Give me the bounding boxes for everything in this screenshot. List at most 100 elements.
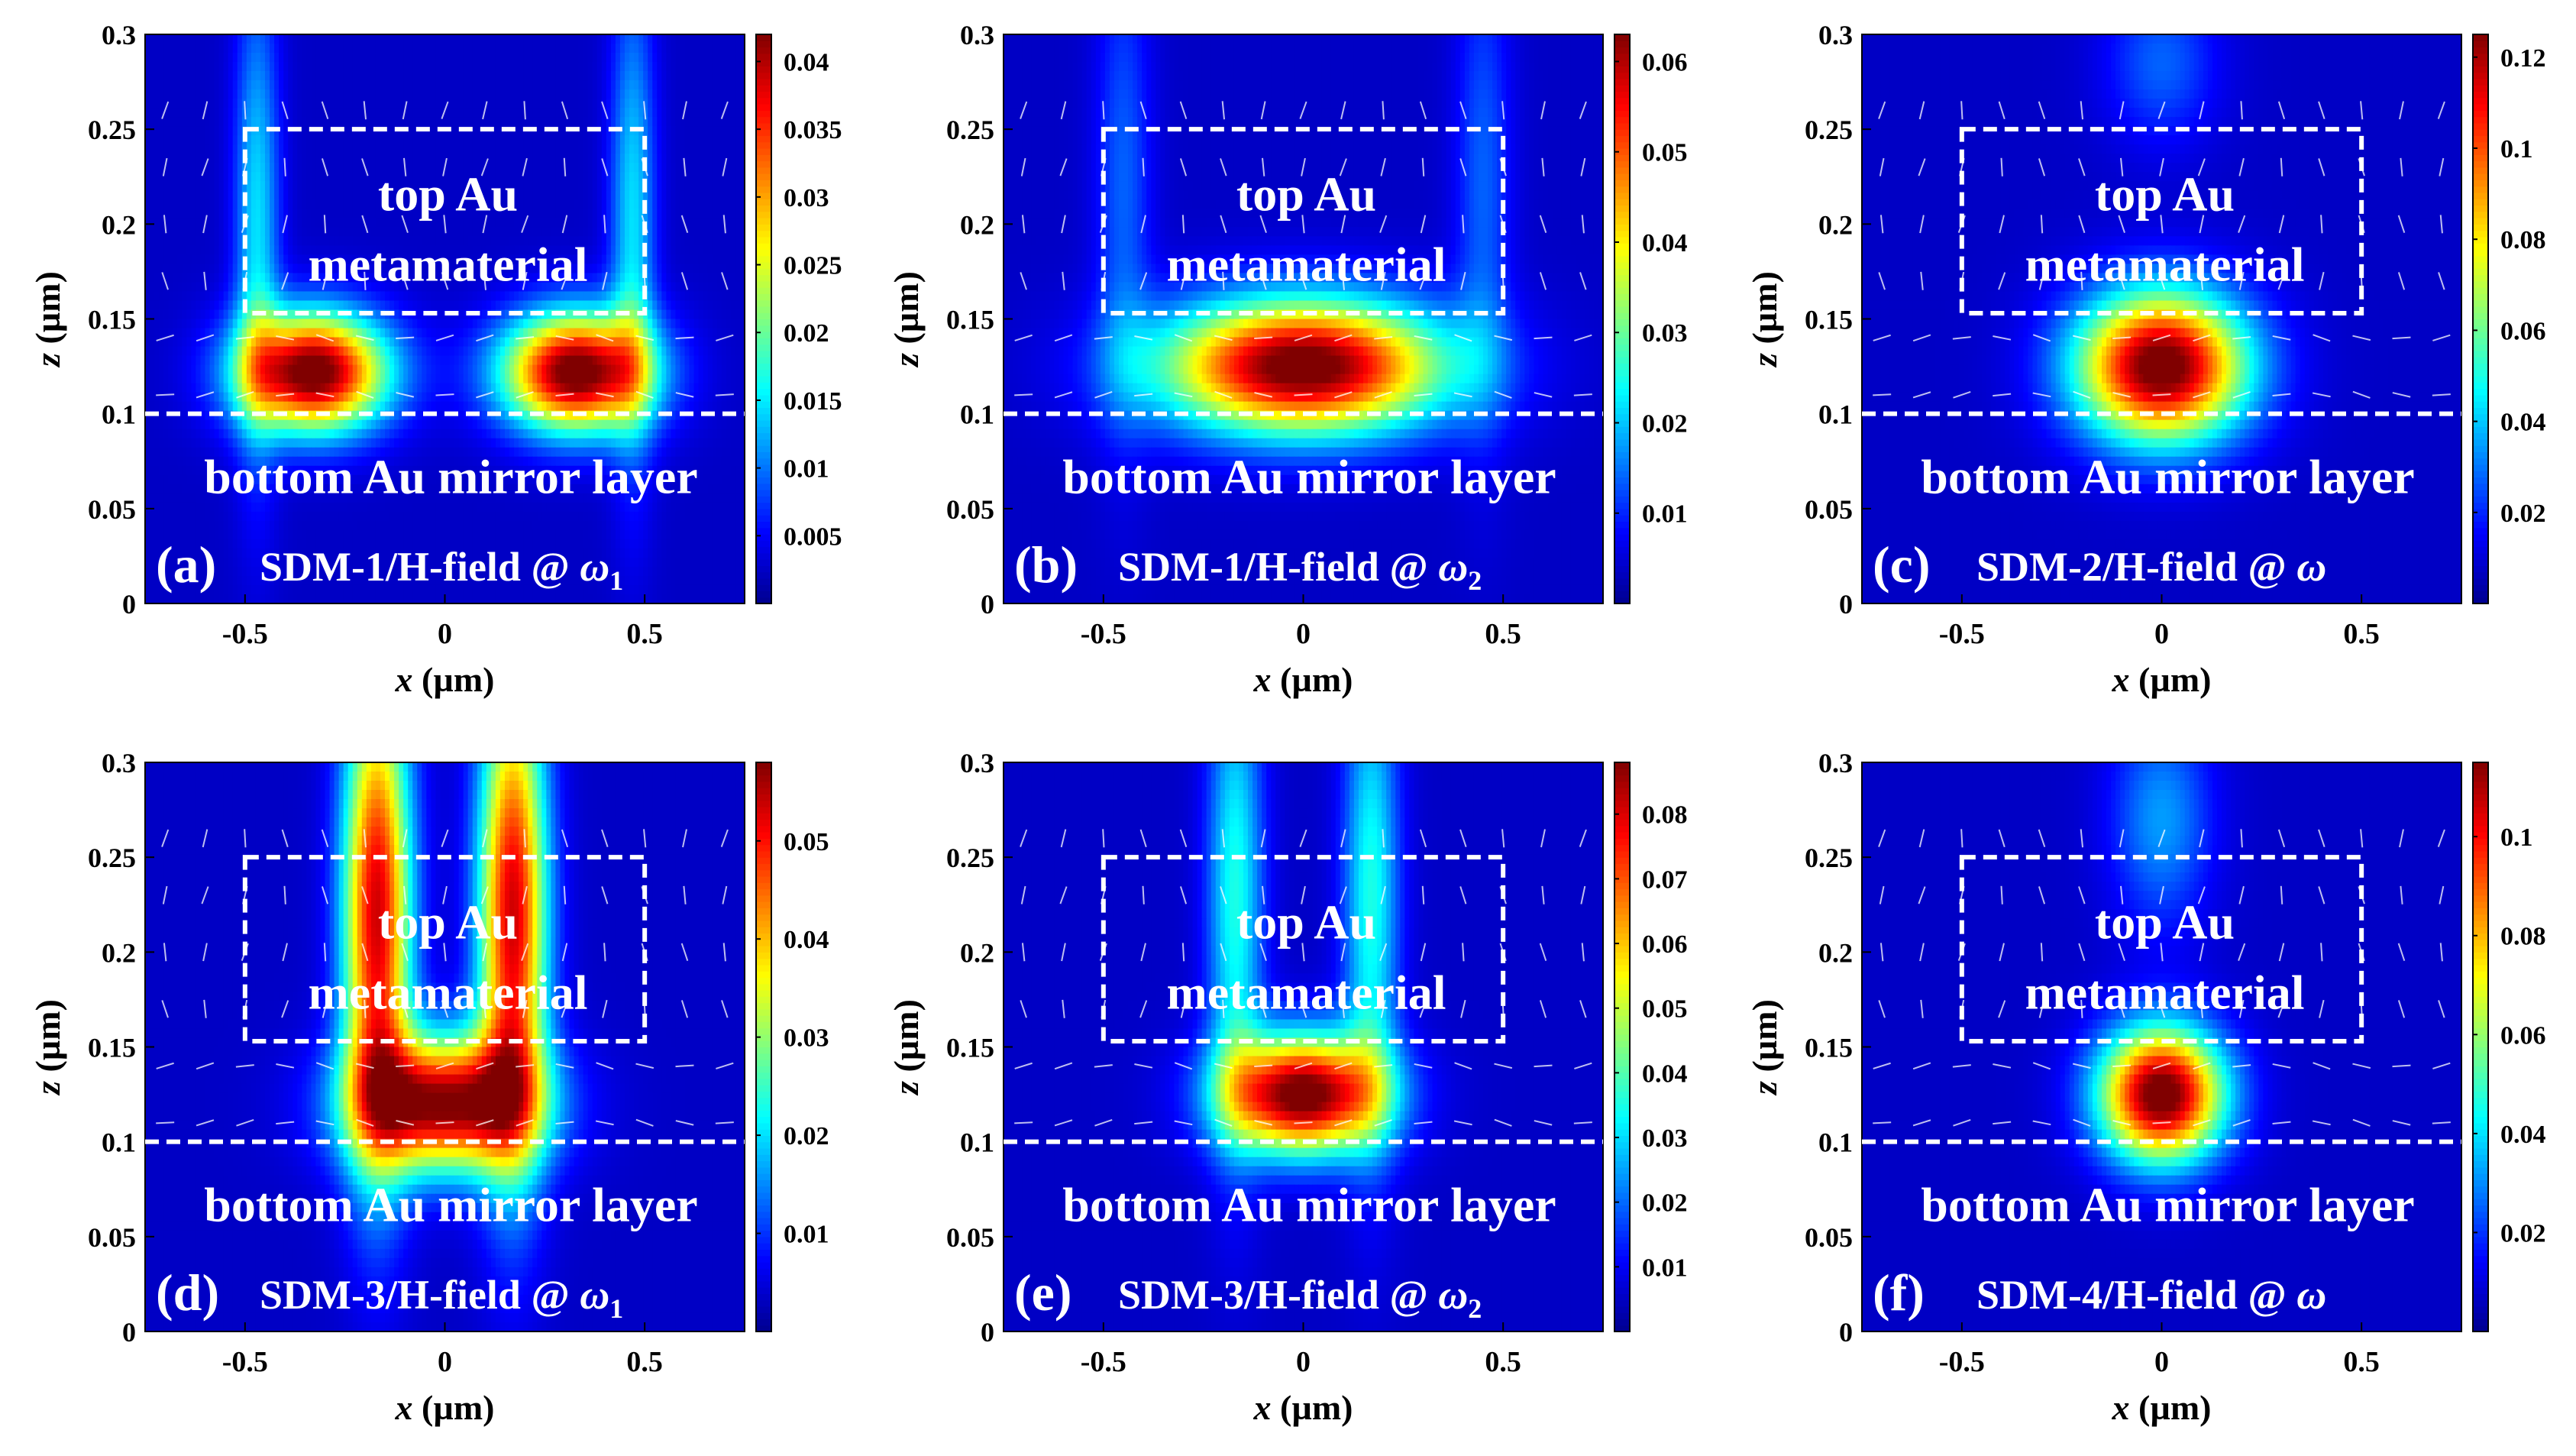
panel-c: -0.5 0 0.5 0 0.05 0.1 0.15 0.2 0.25 0.3 x (µm) z (µ… (1745, 20, 2546, 699)
colorbar (1614, 762, 1630, 1332)
y-tick-label: 0.15 (88, 1033, 136, 1063)
x-axis-label: x (µm) (1253, 1388, 1353, 1427)
colorbar-frame (2472, 34, 2489, 604)
x-axis-label: x (µm) (1253, 660, 1353, 699)
y-tick-label: 0.1 (102, 1128, 136, 1158)
field-arrows (1873, 829, 2451, 1127)
panel-f: -0.5 0 0.5 0 0.05 0.1 0.15 0.2 0.25 0.3 x (µm) z (µ… (1745, 748, 2546, 1427)
heatmap (145, 762, 745, 1332)
bottom-layer-label: bottom Au mirror layer (204, 1178, 697, 1232)
y-tick-label: 0.05 (1805, 1222, 1853, 1253)
bottom-layer-label: bottom Au mirror layer (1921, 1178, 2414, 1232)
y-axis-label: z (µm) (1745, 271, 1784, 368)
panel-caption: SDM-4/H-field @ ω (1976, 1272, 2326, 1318)
metamaterial-box (1101, 127, 1506, 316)
y-tick-label: 0 (122, 589, 136, 620)
x-tick-label: 0 (438, 618, 452, 650)
y-tick-label: 0.05 (88, 1222, 136, 1253)
x-tick-label: 0 (438, 1346, 452, 1378)
x-tick-label: 0 (1296, 1346, 1311, 1378)
bottom-layer-label: bottom Au mirror layer (1921, 450, 2414, 504)
y-tick-label: 0.3 (102, 748, 136, 778)
panel-letter: (b) (1014, 535, 1078, 594)
y-tick-label: 0.05 (946, 494, 994, 525)
colorbar-tick-label: 0.06 (2500, 1021, 2546, 1050)
colorbar-tick-label: 0.03 (1642, 319, 1688, 348)
colorbar-tick-label: 0.04 (1642, 1060, 1688, 1088)
colorbar-tick-label: 0.04 (784, 48, 829, 76)
y-tick-label: 0.15 (1805, 1033, 1853, 1063)
panel-letter: (c) (1873, 535, 1930, 594)
heatmap (1004, 762, 1604, 1332)
y-tick-label: 0.15 (1805, 305, 1853, 335)
y-tick-label: 0.3 (102, 20, 136, 50)
y-tick-label: 0 (1839, 589, 1853, 620)
colorbar-tick-label: 0.12 (2500, 44, 2546, 73)
panel-caption: SDM-1/H-field @ ω2 (1118, 544, 1482, 596)
y-tick-label: 0.1 (960, 1128, 994, 1158)
colorbar-tick-label: 0.03 (784, 1024, 829, 1053)
colorbar-tick-label: 0.1 (2500, 823, 2533, 852)
y-tick-label: 0.2 (1818, 937, 1853, 968)
y-tick-label: 0.2 (1818, 209, 1853, 240)
top-layer-label-line1: top Au (378, 167, 518, 222)
colorbar-tick-label: 0.04 (2500, 1121, 2546, 1149)
y-axis-label: z (µm) (1745, 999, 1784, 1096)
y-tick-label: 0.25 (1805, 843, 1853, 873)
colorbar-tick-label: 0.08 (1642, 801, 1688, 830)
y-axis-label: z (µm) (28, 271, 67, 368)
colorbar-tick-label: 0.05 (1642, 139, 1688, 167)
x-tick-label: -0.5 (1939, 618, 1985, 650)
colorbar-tick-label: 0.005 (784, 523, 842, 551)
y-axis-label: z (µm) (887, 271, 926, 368)
colorbar-tick-label: 0.08 (2500, 226, 2546, 254)
panel-letter: (e) (1014, 1263, 1071, 1322)
colorbar-frame (1614, 34, 1631, 604)
colorbar-frame (2472, 762, 2489, 1332)
x-axis-label: x (µm) (395, 660, 495, 699)
bottom-layer-label: bottom Au mirror layer (204, 450, 697, 504)
panel-letter: (f) (1873, 1263, 1925, 1322)
y-tick-label: 0.3 (1818, 20, 1853, 50)
y-tick-label: 0 (981, 589, 994, 620)
y-axis-label: z (µm) (28, 999, 67, 1096)
x-tick-label: 0.5 (626, 1346, 663, 1378)
y-tick-label: 0.2 (102, 937, 136, 968)
top-layer-label-line2: metamaterial (308, 238, 587, 292)
top-layer-label-line2: metamaterial (2025, 966, 2304, 1020)
x-axis-label: x (µm) (2112, 660, 2212, 699)
y-tick-label: 0.3 (960, 748, 994, 778)
colorbar-tick-label: 0.1 (2500, 135, 2533, 163)
panel-caption: SDM-3/H-field @ ω1 (260, 1272, 623, 1324)
top-layer-label-line1: top Au (1236, 167, 1376, 222)
colorbar-tick-label: 0.03 (1642, 1124, 1688, 1153)
y-tick-label: 0.25 (946, 115, 994, 145)
x-tick-label: 0.5 (626, 618, 663, 650)
top-layer-label-line2: metamaterial (1166, 238, 1446, 292)
colorbar-tick-label: 0.08 (2500, 923, 2546, 951)
metamaterial-box (1959, 127, 2364, 316)
colorbar-frame (1614, 762, 1631, 1332)
colorbar-tick-label: 0.02 (1642, 409, 1688, 438)
x-tick-label: 0 (1296, 618, 1311, 650)
top-layer-label-line2: metamaterial (1166, 966, 1446, 1020)
colorbar-tick-label: 0.06 (1642, 930, 1688, 959)
panel-caption: SDM-1/H-field @ ω1 (260, 544, 623, 596)
y-tick-label: 0.15 (946, 1033, 994, 1063)
panel-b: -0.5 0 0.5 0 0.05 0.1 0.15 0.2 0.25 0.3 x (µm) z (µ… (887, 20, 1688, 699)
bottom-layer-label: bottom Au mirror layer (1062, 450, 1556, 504)
x-tick-label: 0 (2154, 618, 2169, 650)
top-layer-label-line2: metamaterial (2025, 238, 2304, 292)
heatmap (1862, 762, 2462, 1332)
metamaterial-box (242, 127, 648, 316)
y-axis-label: z (µm) (887, 999, 926, 1096)
colorbar-tick-label: 0.02 (2500, 1219, 2546, 1247)
x-tick-label: -0.5 (1081, 618, 1126, 650)
colorbar (2473, 762, 2488, 1332)
colorbar-tick-label: 0.06 (1642, 48, 1688, 76)
x-axis-label: x (µm) (2112, 1388, 2212, 1427)
colorbar-tick-label: 0.05 (784, 828, 829, 856)
x-tick-label: 0 (2154, 1346, 2169, 1378)
colorbar-frame (755, 34, 772, 604)
top-layer-label-line1: top Au (2095, 167, 2235, 222)
